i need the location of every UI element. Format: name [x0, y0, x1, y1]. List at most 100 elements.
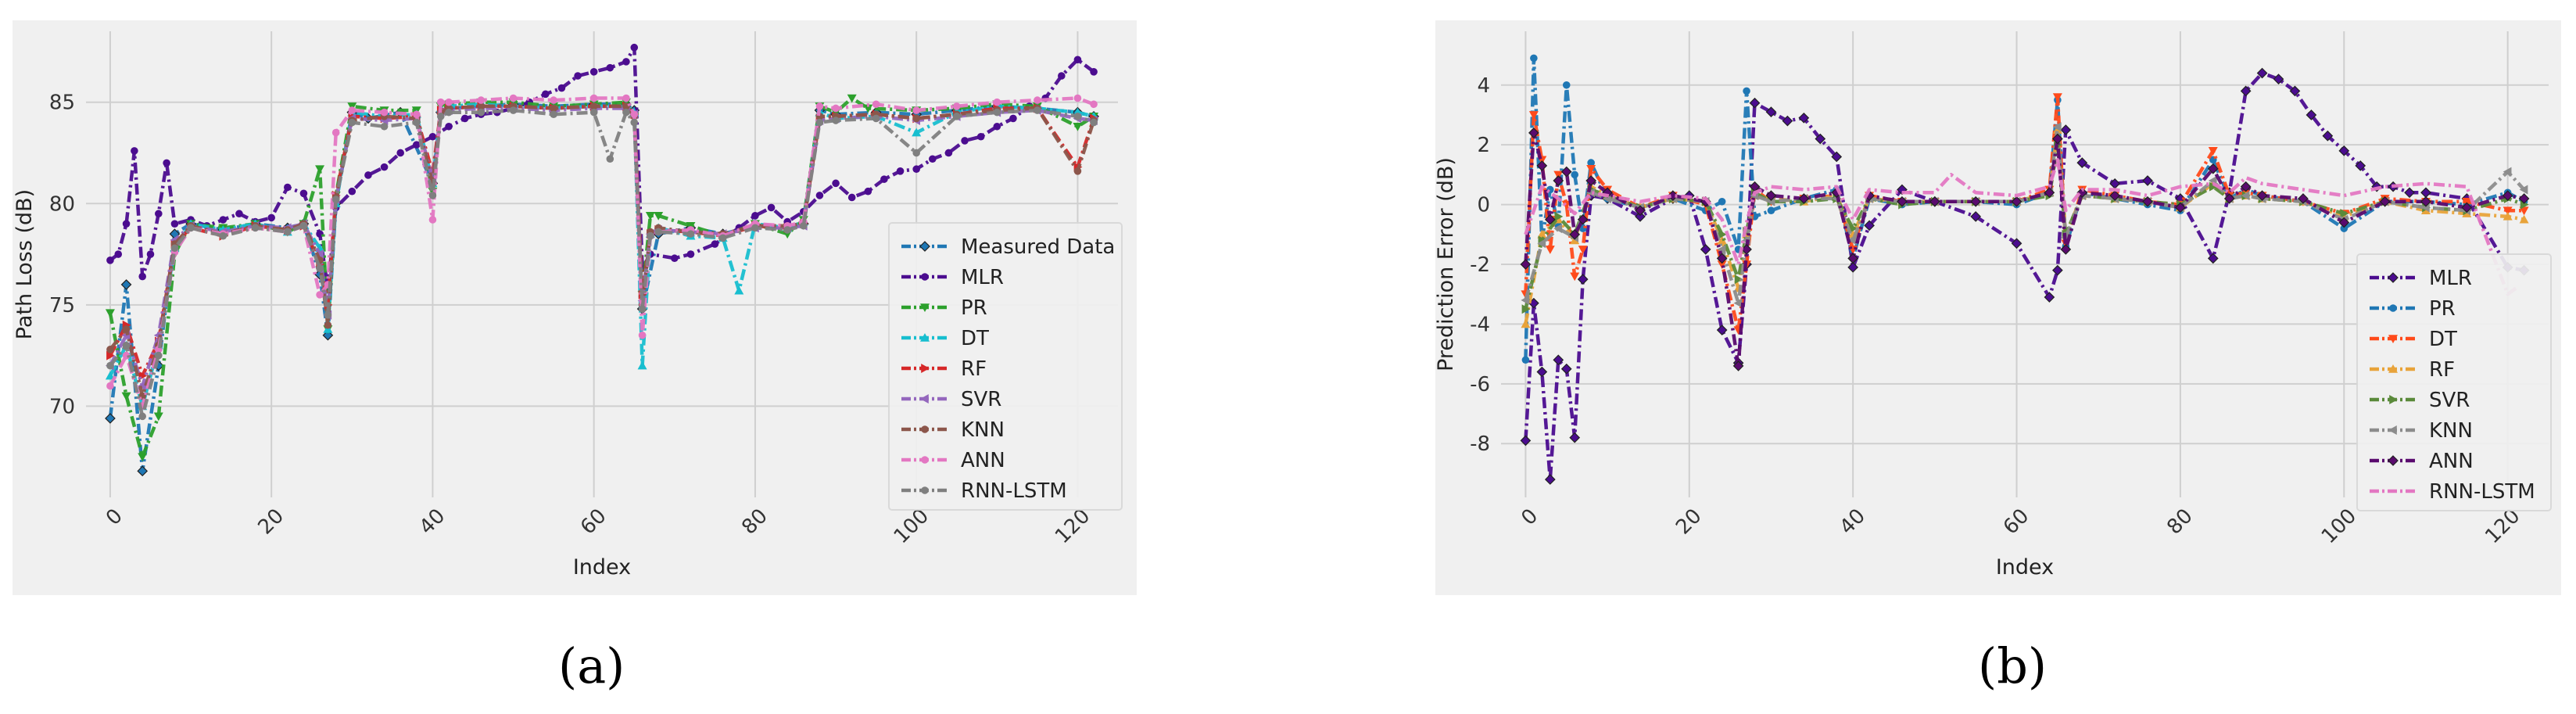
data-point	[550, 110, 557, 119]
data-point	[428, 216, 437, 224]
legend-marker	[2388, 455, 2399, 466]
data-point	[106, 350, 115, 361]
data-point	[1798, 112, 1810, 124]
data-point	[106, 382, 114, 390]
data-point	[1554, 211, 1564, 221]
data-point	[315, 249, 324, 260]
legend-marker	[2389, 304, 2397, 312]
data-point	[138, 412, 146, 421]
data-point	[413, 118, 421, 127]
data-point	[2338, 145, 2350, 156]
data-point	[711, 240, 719, 248]
data-point	[622, 108, 630, 117]
series-rnn-lstm	[1524, 158, 2517, 296]
legend-entry: PR	[2429, 297, 2456, 321]
data-point	[324, 310, 332, 319]
data-point	[1847, 261, 1859, 273]
data-point	[348, 187, 356, 196]
data-point	[105, 413, 116, 424]
legend-entry: RF	[961, 357, 987, 381]
legend-marker	[2388, 364, 2398, 373]
series-ann	[106, 94, 1098, 411]
data-point	[2240, 181, 2252, 192]
data-point	[1897, 196, 1908, 207]
data-point	[445, 98, 453, 106]
data-point	[880, 175, 888, 183]
data-point	[316, 264, 324, 272]
data-point	[380, 163, 389, 171]
data-point	[299, 221, 308, 230]
data-point	[2175, 202, 2186, 213]
data-point	[993, 122, 1001, 131]
data-point	[120, 279, 132, 290]
data-point	[1765, 190, 1777, 201]
data-point	[1798, 193, 1810, 204]
data-point	[1577, 274, 1589, 285]
data-point	[589, 108, 598, 117]
data-point	[1587, 159, 1595, 167]
data-point	[1553, 170, 1564, 180]
data-point	[170, 244, 179, 253]
data-point	[2011, 238, 2022, 249]
data-point	[1570, 272, 1580, 282]
data-point	[2052, 122, 2062, 132]
data-point	[1528, 111, 1539, 120]
data-point	[2298, 193, 2309, 204]
data-point	[2518, 193, 2530, 204]
data-point	[912, 106, 920, 114]
data-point	[2060, 124, 2072, 135]
data-point	[1544, 474, 1556, 485]
data-point	[137, 465, 149, 477]
data-point	[2503, 167, 2512, 177]
data-point	[1553, 224, 1563, 234]
legend-entry: SVR	[961, 388, 1001, 411]
data-point	[1073, 167, 1082, 175]
data-point	[1528, 127, 1539, 138]
data-point	[1765, 106, 1777, 118]
data-point	[1536, 366, 1548, 378]
y-tick-label: 85	[49, 91, 75, 115]
data-point	[718, 234, 727, 242]
data-point	[2052, 93, 2062, 102]
data-point	[1586, 188, 1595, 198]
data-point	[1848, 235, 1857, 246]
legend-marker	[2388, 272, 2399, 283]
data-point	[800, 221, 808, 230]
data-point	[2011, 196, 2022, 207]
data-point	[436, 113, 445, 120]
data-point	[380, 122, 389, 131]
data-point	[1537, 229, 1547, 239]
data-point	[751, 212, 759, 220]
data-point	[219, 231, 228, 240]
data-point	[1545, 246, 1555, 254]
data-point	[1718, 197, 1726, 206]
legend-entry: ANN	[961, 449, 1005, 472]
data-point	[2052, 264, 2063, 276]
data-point	[645, 212, 655, 221]
data-point	[1569, 432, 1581, 443]
data-point	[896, 167, 905, 175]
data-point	[2209, 181, 2218, 192]
data-point	[155, 210, 163, 218]
data-point	[1520, 259, 1532, 270]
chart-panel-b: 0 20 40 60 80 100 120 -8 -6 -4 -2 0 2 4 Index Predictio…	[1423, 0, 2572, 714]
data-point	[952, 113, 961, 120]
data-point	[622, 58, 630, 66]
data-point	[1586, 164, 1596, 174]
legend-entry: KNN	[2429, 419, 2473, 443]
data-point	[1578, 246, 1588, 254]
data-point	[2322, 130, 2334, 142]
data-point	[428, 132, 437, 141]
data-point	[872, 100, 880, 109]
data-point	[1734, 274, 1743, 285]
y-axis-label: Path Loss (dB)	[13, 189, 37, 339]
y-tick-label: 4	[1477, 74, 1490, 98]
data-point	[1577, 213, 1589, 225]
x-axis-label: Index	[1996, 555, 2054, 579]
data-point	[1635, 205, 1646, 217]
data-point	[138, 453, 148, 462]
caption-a: (a)	[558, 637, 625, 694]
data-point	[1743, 87, 1750, 95]
legend-box	[2356, 253, 2552, 511]
data-point	[1864, 220, 1875, 231]
